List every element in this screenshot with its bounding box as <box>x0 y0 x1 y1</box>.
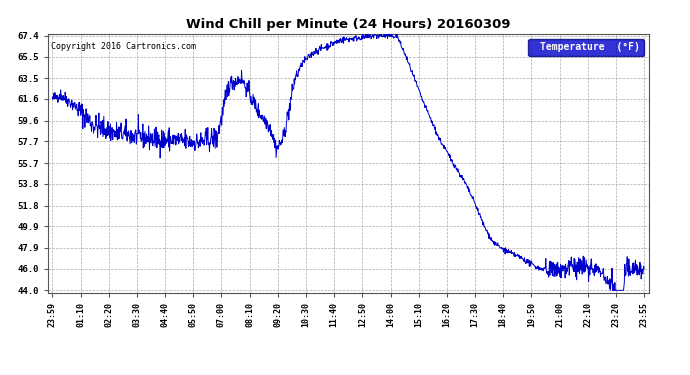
Legend: Temperature  (°F): Temperature (°F) <box>529 39 644 56</box>
Text: Copyright 2016 Cartronics.com: Copyright 2016 Cartronics.com <box>51 42 196 51</box>
Title: Wind Chill per Minute (24 Hours) 20160309: Wind Chill per Minute (24 Hours) 2016030… <box>186 18 511 31</box>
